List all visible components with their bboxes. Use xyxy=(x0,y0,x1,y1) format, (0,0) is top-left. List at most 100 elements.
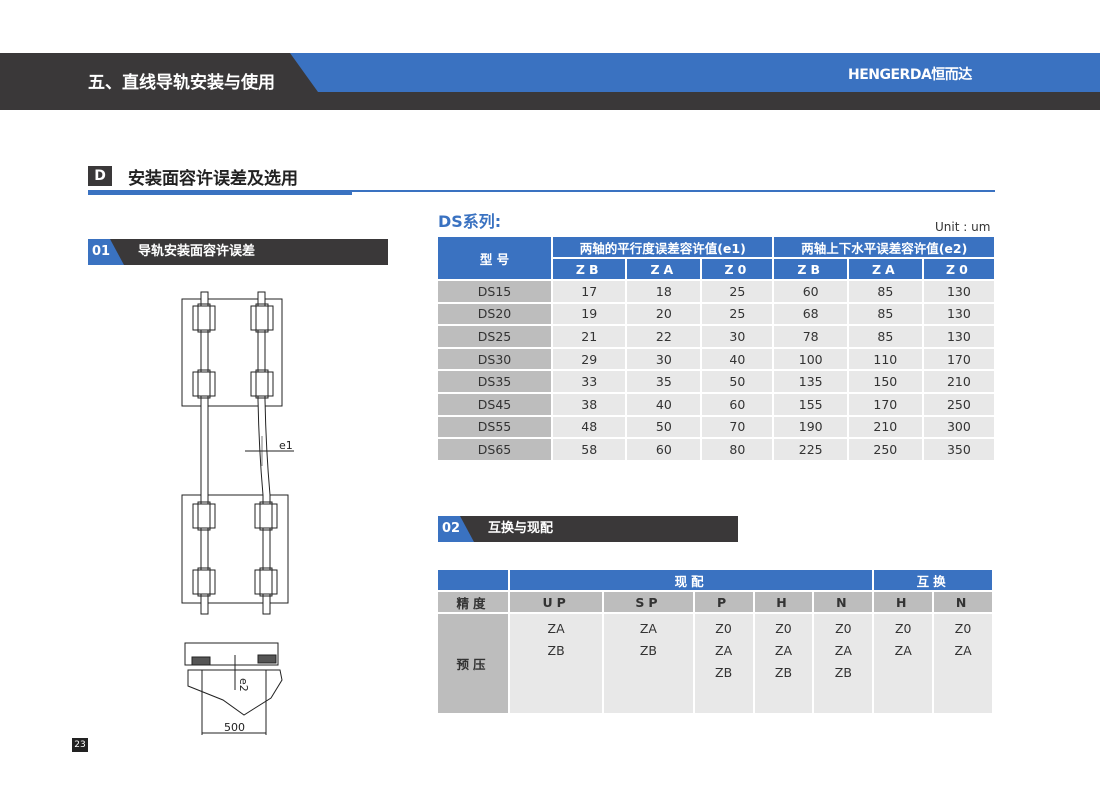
subcol-header: Z0 xyxy=(923,259,994,279)
section-table xyxy=(184,642,279,666)
section-title: 安装面容许误差及选用 xyxy=(128,169,298,189)
model-cell: DS55 xyxy=(438,416,551,438)
precision-cell: N xyxy=(934,592,992,612)
carriage-block xyxy=(254,569,278,595)
model-cell: DS20 xyxy=(438,303,551,325)
preload-label: 预压 xyxy=(438,614,508,713)
value-cell: 85 xyxy=(848,281,922,302)
value-cell: 190 xyxy=(774,416,847,438)
group-interchange: 互换 xyxy=(874,570,992,590)
precision-cell: UP xyxy=(510,592,603,612)
left-rail xyxy=(200,291,209,615)
carriage-block xyxy=(192,503,216,529)
precision-cell: SP xyxy=(604,592,693,612)
carriage-block-body xyxy=(255,303,269,333)
preload-cell: ZA ZB xyxy=(510,614,603,713)
value-cell: 30 xyxy=(702,326,773,347)
value-cell: 35 xyxy=(627,371,701,392)
precision-cell: N xyxy=(814,592,873,612)
value-cell: 20 xyxy=(627,303,701,325)
rail-tolerance-figure: e1 e2 500 xyxy=(181,291,294,735)
value-cell: 350 xyxy=(923,439,994,460)
precision-label: 精度 xyxy=(438,592,508,612)
value-cell: 38 xyxy=(553,393,626,415)
subcol-header: ZB xyxy=(774,259,847,279)
page-number: 23 xyxy=(72,738,88,752)
value-cell: 300 xyxy=(923,416,994,438)
value-cell: 60 xyxy=(627,439,701,460)
model-cell: DS25 xyxy=(438,326,551,347)
interchange-table: 现配 互换 精度 UP SP P H N H N 预压 ZA ZB ZA ZB Z0 ZA ZB Z0… xyxy=(436,568,994,715)
group-e2: 两轴上下水平误差容许值(e2) xyxy=(774,237,994,257)
section-divider xyxy=(352,190,995,192)
value-cell: 40 xyxy=(702,348,773,370)
carriage-block-body xyxy=(255,369,269,399)
value-cell: 100 xyxy=(774,348,847,370)
chapter-title: 五、直线导轨安装与使用 xyxy=(88,73,275,93)
value-cell: 22 xyxy=(627,326,701,347)
value-cell: 85 xyxy=(848,303,922,325)
value-cell: 48 xyxy=(553,416,626,438)
subsection-title: 导轨安装面容许误差 xyxy=(138,244,256,259)
value-cell: 170 xyxy=(923,348,994,370)
section-letter: D xyxy=(88,166,112,186)
right-rail xyxy=(257,291,271,615)
value-cell: 210 xyxy=(848,416,922,438)
group-match: 现配 xyxy=(510,570,873,590)
table-plate-bottom xyxy=(181,494,289,604)
model-cell: DS45 xyxy=(438,393,551,415)
table-row: DS20 19 20 25 68 85 130 xyxy=(438,303,994,325)
value-cell: 225 xyxy=(774,439,847,460)
carriage-block-body xyxy=(197,501,211,531)
precision-cell: H xyxy=(874,592,933,612)
value-cell: 70 xyxy=(702,416,773,438)
value-cell: 135 xyxy=(774,371,847,392)
value-cell: 150 xyxy=(848,371,922,392)
value-cell: 25 xyxy=(702,281,773,302)
model-cell: DS15 xyxy=(438,281,551,302)
value-cell: 250 xyxy=(848,439,922,460)
carriage-block-body xyxy=(197,303,211,333)
model-cell: DS35 xyxy=(438,371,551,392)
value-cell: 33 xyxy=(553,371,626,392)
subsection-number: 02 xyxy=(438,516,474,542)
corner-cell xyxy=(438,570,508,590)
value-cell: 21 xyxy=(553,326,626,347)
carriage-block xyxy=(250,305,274,331)
unit-label: Unit : um xyxy=(935,220,991,234)
model-cell: DS65 xyxy=(438,439,551,460)
value-cell: 29 xyxy=(553,348,626,370)
col-model: 型 号 xyxy=(438,237,551,279)
subsection-bar-02: 02 互换与现配 xyxy=(438,516,738,542)
carriage-block xyxy=(192,371,216,397)
value-cell: 210 xyxy=(923,371,994,392)
table-row: DS25 21 22 30 78 85 130 xyxy=(438,326,994,347)
value-cell: 50 xyxy=(627,416,701,438)
carriage-block xyxy=(254,503,278,529)
carriage-block-body xyxy=(259,501,273,531)
preload-cell: Z0 ZA ZB xyxy=(814,614,873,713)
carriage-block xyxy=(192,569,216,595)
carriage-block-body xyxy=(259,567,273,597)
preload-cell: Z0 ZA ZB xyxy=(754,614,813,713)
preload-cell: ZA ZB xyxy=(604,614,693,713)
table-row: DS30 29 30 40 100 110 170 xyxy=(438,348,994,370)
value-cell: 30 xyxy=(627,348,701,370)
table-row: DS15 17 18 25 60 85 130 xyxy=(438,281,994,302)
value-cell: 130 xyxy=(923,303,994,325)
value-cell: 130 xyxy=(923,281,994,302)
value-cell: 50 xyxy=(702,371,773,392)
table-plate-top xyxy=(181,298,283,407)
ds-tolerance-table: 型 号 两轴的平行度误差容许值(e1) 两轴上下水平误差容许值(e2) ZB ZA… xyxy=(436,235,996,462)
brand-logo: HENGERDA恒而达 xyxy=(848,67,972,83)
table-row: DS65 58 60 80 225 250 350 xyxy=(438,439,994,460)
value-cell: 60 xyxy=(702,393,773,415)
value-cell: 40 xyxy=(627,393,701,415)
carriage-block xyxy=(192,305,216,331)
group-e1: 两轴的平行度误差容许值(e1) xyxy=(553,237,773,257)
value-cell: 68 xyxy=(774,303,847,325)
dimension-label: 500 xyxy=(224,721,245,734)
ds-series-title: DS系列: xyxy=(438,212,502,231)
subcol-header: Z0 xyxy=(702,259,773,279)
header-accent xyxy=(290,53,1100,92)
